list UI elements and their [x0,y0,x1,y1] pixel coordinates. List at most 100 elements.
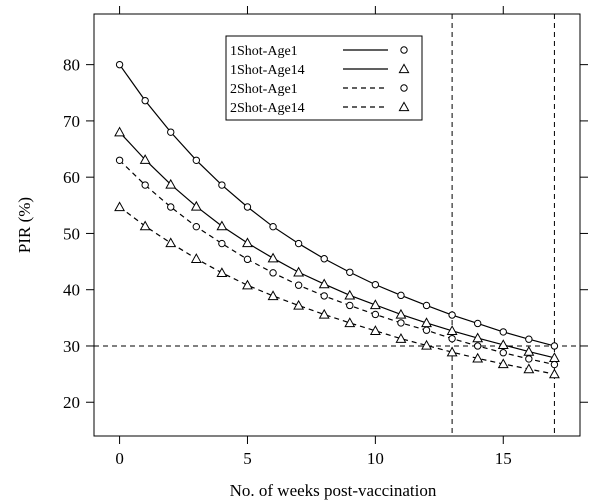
data-point-circle [346,301,354,310]
data-point-circle [371,280,380,289]
data-point-circle [115,156,124,164]
series-line [119,206,555,375]
data-point-circle [397,291,405,300]
data-point-circle [525,335,533,343]
data-point-triangle [165,178,177,189]
data-point-circle [141,181,149,189]
data-point-triangle [267,290,279,301]
data-point-circle [422,301,431,310]
legend-marker [398,101,410,112]
data-point-circle [243,255,252,264]
data-point-triangle [293,266,305,277]
series-line [119,64,555,347]
data-point-triangle [139,154,151,164]
data-point-triangle [395,333,407,343]
data-point-triangle [242,237,253,248]
data-point-circle [294,239,303,248]
data-point-triangle [344,289,356,300]
series-2Shot-Age14 [114,201,560,379]
data-point-triangle [318,308,330,319]
data-point-circle [422,326,431,334]
data-point-triangle [242,279,253,290]
data-point-circle [141,96,149,105]
plot-frame [93,13,581,437]
legend-label: 2Shot-Age14 [230,101,305,116]
y-tick-label: 70 [63,112,80,131]
data-point-triangle [446,346,458,357]
x-tick-label: 5 [243,449,252,468]
series-line [119,159,555,366]
legend-marker [400,46,408,54]
data-point-circle [550,360,559,369]
legend-label: 1Shot-Age14 [230,63,305,78]
data-point-circle [448,311,456,319]
data-point-circle [473,319,482,328]
data-point-triangle [318,278,330,289]
data-point-circle [550,342,559,350]
data-point-circle [320,255,328,263]
data-point-triangle [114,201,126,212]
x-tick-label: 15 [495,449,512,468]
y-axis-title: PIR (%) [15,197,34,253]
data-point-triangle [421,339,432,350]
data-point-triangle [216,220,228,231]
data-point-triangle [190,200,202,211]
data-point-circle [192,222,201,231]
series-line [119,131,555,359]
data-point-triangle [369,325,381,335]
data-point-circle [218,239,226,248]
y-tick-label: 80 [63,56,80,75]
data-point-triangle [497,339,509,350]
data-point-triangle [293,299,305,310]
data-point-circle [167,128,175,136]
legend-box [225,35,423,121]
data-point-triangle [267,252,279,263]
data-point-triangle [548,368,560,379]
series-2Shot-Age1 [115,156,559,369]
legend-label: 1Shot-Age1 [230,44,298,59]
data-point-circle [269,222,277,231]
x-tick-label: 10 [367,449,384,468]
data-point-circle [525,355,533,363]
data-point-triangle [216,267,228,278]
data-point-circle [115,60,124,69]
y-tick-label: 40 [63,281,80,300]
data-point-circle [218,181,226,189]
data-point-triangle [190,253,202,263]
legend: 1Shot-Age1 1Shot-Age14 2Shot-Age1 2Shot-Age… [225,35,423,121]
x-axis-title: No. of weeks post-vaccination [230,481,437,500]
data-point-triangle [344,317,356,328]
data-point-circle [499,328,507,336]
data-point-triangle [472,332,484,343]
data-point-circle [448,334,456,343]
data-point-circle [499,349,507,357]
x-tick-label: 0 [115,449,124,468]
legend-marker [400,84,408,92]
data-point-circle [371,310,380,319]
data-point-circle [167,203,175,211]
data-point-circle [320,292,328,300]
data-point-triangle [523,363,535,374]
data-point-circle [294,281,303,289]
series-layer [114,60,560,379]
data-point-triangle [165,237,177,248]
series-1Shot-Age14 [114,126,560,362]
data-point-triangle [139,220,151,231]
y-tick-label: 20 [63,393,80,412]
data-point-triangle [472,352,484,363]
axes-layer: 0 5 10 15 20 30 40 50 60 70 80 [63,6,588,468]
data-point-circle [192,156,201,164]
data-point-circle [397,319,405,327]
data-point-circle [473,342,482,350]
data-point-circle [243,203,252,211]
y-tick-label: 30 [63,337,80,356]
legend-marker [398,63,410,74]
data-point-triangle [497,358,509,369]
data-point-circle [346,268,354,276]
data-point-triangle [395,308,407,319]
legend-label: 2Shot-Age1 [230,82,298,97]
data-point-triangle [114,126,126,137]
data-point-triangle [446,325,458,335]
series-1Shot-Age1 [115,60,559,350]
